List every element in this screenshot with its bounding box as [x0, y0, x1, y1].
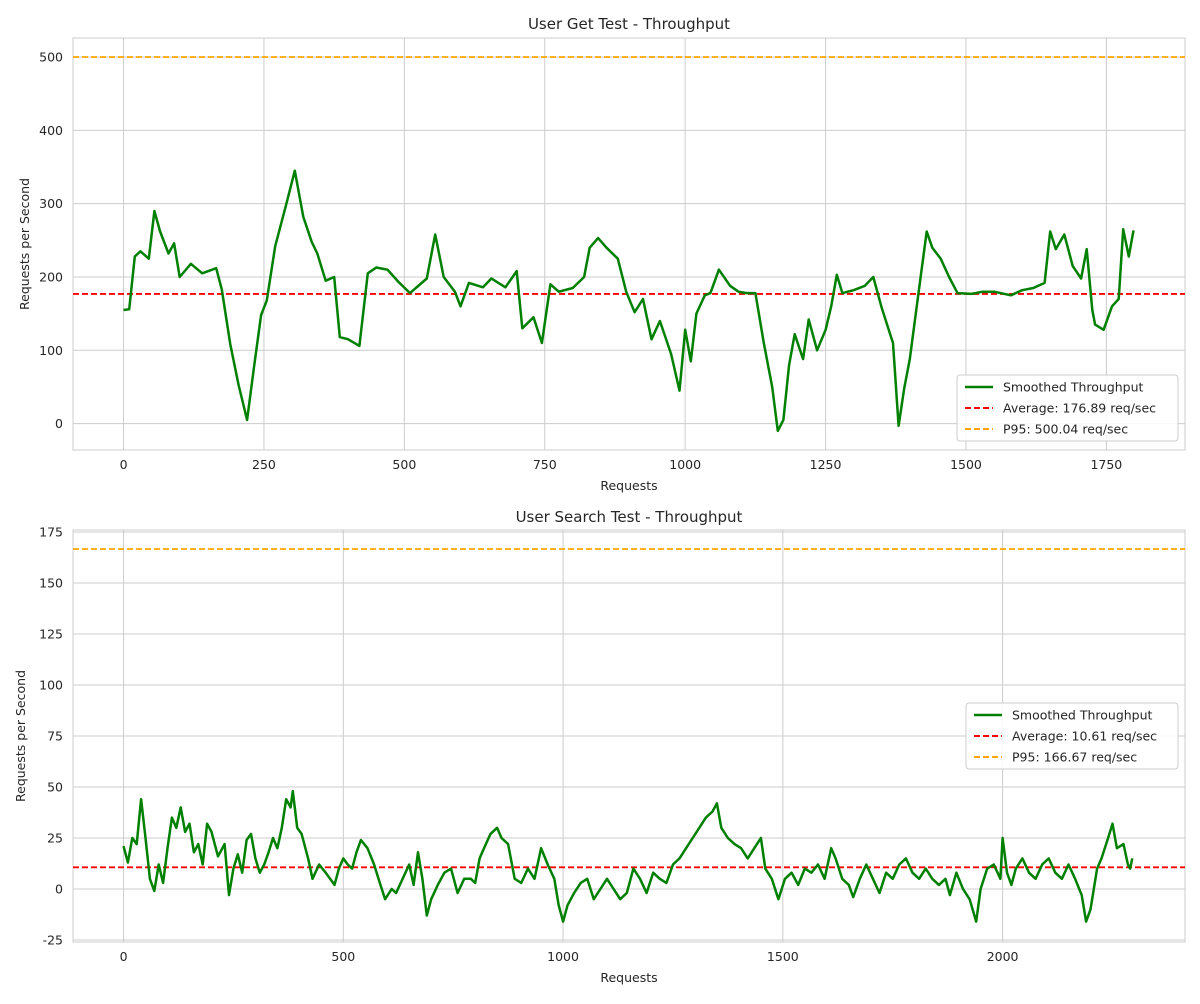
- y-tick-label: 125: [39, 627, 63, 642]
- legend-label-smoothed: Smoothed Throughput: [1012, 708, 1153, 723]
- y-tick-labels: 0 100 200 300 400 500: [39, 50, 63, 432]
- y-tick-labels: -25 0 25 50 75 100 125 150 175: [39, 525, 63, 948]
- grid: [73, 530, 1185, 942]
- x-tick-label: 1250: [810, 457, 842, 472]
- y-tick-label: 100: [39, 343, 63, 358]
- x-tick-label: 1000: [669, 457, 701, 472]
- legend-label-smoothed: Smoothed Throughput: [1003, 380, 1144, 395]
- y-tick-label: 75: [47, 729, 63, 744]
- series-lines: [123, 169, 1135, 433]
- x-tick-label: 250: [252, 457, 276, 472]
- x-tick-label: 1000: [547, 949, 579, 964]
- series-lines: [122, 789, 1134, 923]
- chart-title: User Get Test - Throughput: [528, 15, 730, 33]
- x-tick-label: 500: [331, 949, 355, 964]
- reference-lines: [73, 56, 1185, 295]
- x-tick-labels: 0 500 1000 1500 2000: [120, 949, 1019, 964]
- y-tick-label: 400: [39, 123, 63, 138]
- x-axis-label: Requests: [600, 478, 657, 493]
- x-tick-label: 0: [120, 457, 128, 472]
- y-axis-label: Requests per Second: [17, 178, 32, 310]
- legend-label-average: Average: 176.89 req/sec: [1003, 401, 1156, 416]
- smoothed-throughput-line: [122, 789, 1134, 923]
- legend-label-p95: P95: 500.04 req/sec: [1003, 422, 1128, 437]
- x-tick-label: 1500: [767, 949, 799, 964]
- x-tick-label: 500: [392, 457, 416, 472]
- y-tick-label: 50: [47, 779, 63, 794]
- y-tick-label: 300: [39, 196, 63, 211]
- y-axis-label: Requests per Second: [13, 670, 28, 802]
- x-tick-label: 2000: [987, 949, 1019, 964]
- y-tick-label: 150: [39, 576, 63, 591]
- smoothed-throughput-line: [123, 169, 1135, 433]
- legend: Smoothed Throughput Average: 176.89 req/…: [956, 374, 1179, 442]
- y-tick-label: 100: [39, 678, 63, 693]
- x-axis-label: Requests: [600, 970, 657, 985]
- legend-label-average: Average: 10.61 req/sec: [1012, 729, 1157, 744]
- legend-label-p95: P95: 166.67 req/sec: [1012, 750, 1137, 765]
- y-tick-label: 0: [55, 881, 63, 896]
- y-tick-label: 500: [39, 50, 63, 65]
- y-tick-label: 175: [39, 525, 63, 540]
- x-tick-labels: 0 250 500 750 1000 1250 1500 1750: [120, 457, 1123, 472]
- legend-box: [956, 374, 1179, 442]
- x-tick-label: 1500: [950, 457, 982, 472]
- x-tick-label: 1750: [1090, 457, 1122, 472]
- y-tick-label: 200: [39, 269, 63, 284]
- chart-title: User Search Test - Throughput: [516, 508, 743, 526]
- chart-user-search-throughput: 0 500 1000 1500 2000 -250255075100125150175 …: [13, 508, 1186, 985]
- x-tick-label: 750: [533, 457, 557, 472]
- y-tick-label: -25: [43, 932, 63, 947]
- legend: Smoothed Throughput Average: 10.61 req/s…: [965, 702, 1179, 770]
- y-tick-label: 25: [47, 830, 63, 845]
- legend-box: [965, 702, 1179, 770]
- chart-user-get-throughput: 0 250 500 750 1000 1250 1500 1750 0 100 200 300 400…: [17, 15, 1186, 493]
- x-tick-label: 0: [120, 949, 128, 964]
- y-tick-label: 0: [55, 416, 63, 431]
